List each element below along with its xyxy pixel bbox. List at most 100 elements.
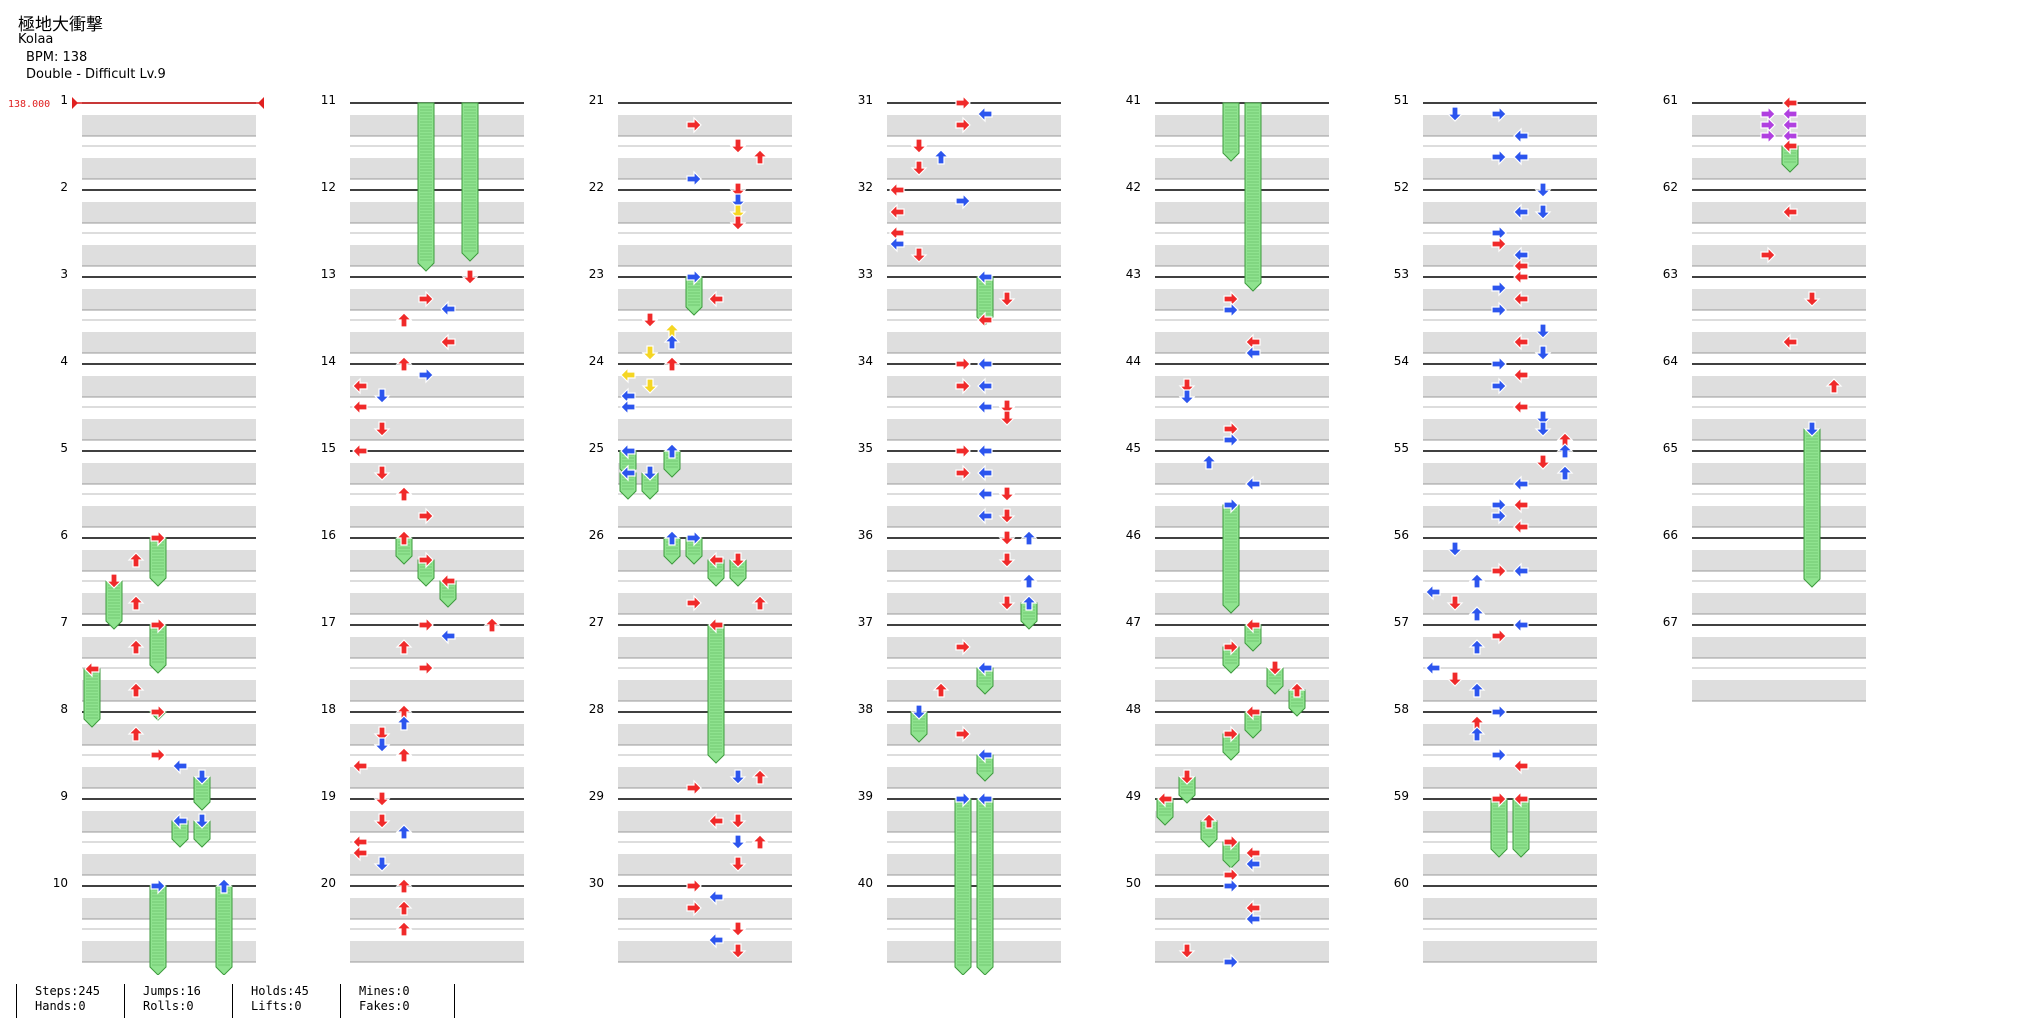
arrow-left-icon — [1782, 137, 1798, 155]
beat-stripe — [1423, 158, 1597, 179]
arrow-right-icon — [1491, 746, 1507, 764]
arrow-up-icon — [663, 530, 681, 546]
arrow-down-icon — [1178, 943, 1196, 959]
beat-stripe — [618, 854, 792, 875]
beat-stripe — [887, 550, 1061, 571]
arrow-right-icon — [1491, 627, 1507, 645]
measure-number: 36 — [858, 528, 873, 542]
arrow-left-icon — [889, 235, 905, 253]
measure-number: 30 — [589, 876, 604, 890]
measure-number: 56 — [1394, 528, 1409, 542]
hold-note-icon — [1222, 504, 1240, 614]
arrow-left-icon — [1513, 757, 1529, 775]
arrow-right-icon — [955, 192, 971, 210]
beat-stripe — [618, 941, 792, 962]
beat-stripe — [1155, 202, 1329, 223]
beat-stripe — [1423, 202, 1597, 223]
arrow-up-icon — [127, 552, 145, 568]
hold-note-icon — [83, 668, 101, 728]
arrow-left-icon — [1513, 268, 1529, 286]
beat-stripe — [1423, 898, 1597, 919]
bpm-marker-text: 138.000 — [8, 99, 50, 110]
arrow-up-icon — [663, 356, 681, 372]
measure-number: 23 — [589, 267, 604, 281]
arrow-down-icon — [998, 552, 1016, 568]
beat-stripe — [887, 680, 1061, 701]
hold-note-icon — [1512, 798, 1530, 858]
beat-stripe — [887, 767, 1061, 788]
arrow-right-icon — [150, 529, 166, 547]
arrow-up-icon — [127, 726, 145, 742]
arrow-up-icon — [395, 312, 413, 328]
arrow-down-icon — [193, 769, 211, 785]
arrow-left-icon — [1245, 616, 1261, 634]
arrow-down-icon — [910, 138, 928, 154]
beat-stripe — [618, 245, 792, 266]
measure-number: 4 — [60, 354, 68, 368]
arrow-up-icon — [932, 149, 950, 165]
arrow-up-icon — [1556, 443, 1574, 459]
beat-stripe — [350, 898, 524, 919]
arrow-down-icon — [373, 388, 391, 404]
arrow-down-icon — [1534, 182, 1552, 198]
arrow-left-icon — [708, 290, 724, 308]
arrow-right-icon — [1223, 877, 1239, 895]
beat-stripe — [887, 637, 1061, 658]
arrow-down-icon — [641, 345, 659, 361]
beat-stripe — [887, 854, 1061, 875]
measure-number: 51 — [1394, 93, 1409, 107]
hold-note-icon — [1490, 798, 1508, 858]
arrow-up-icon — [215, 878, 233, 894]
beat-stripe — [1155, 289, 1329, 310]
stats-col-1: Steps:245 Hands:0 — [16, 984, 100, 1018]
beat-stripe — [618, 419, 792, 440]
beat-stripe — [1423, 941, 1597, 962]
hold-note-icon — [1222, 102, 1240, 162]
arrow-right-icon — [150, 703, 166, 721]
beat-stripe — [82, 680, 256, 701]
beat-stripe — [350, 245, 524, 266]
arrow-right-icon — [418, 366, 434, 384]
beat-stripe — [1423, 115, 1597, 136]
arrow-right-icon — [1491, 703, 1507, 721]
arrow-down-icon — [729, 834, 747, 850]
beat-stripe — [82, 115, 256, 136]
arrow-left-icon — [440, 333, 456, 351]
arrow-right-icon — [1760, 246, 1776, 264]
beat-stripe — [82, 158, 256, 179]
arrow-down-icon — [998, 530, 1016, 546]
beat-stripe — [887, 202, 1061, 223]
hold-note-icon — [149, 885, 167, 975]
arrow-down-icon — [729, 215, 747, 231]
hold-note-icon — [663, 450, 681, 478]
arrow-up-icon — [395, 356, 413, 372]
arrow-left-icon — [1245, 910, 1261, 928]
beat-stripe — [618, 506, 792, 527]
beat-stripe — [618, 724, 792, 745]
beat-stripe — [82, 376, 256, 397]
beat-stripe — [887, 941, 1061, 962]
arrow-up-icon — [1468, 726, 1486, 742]
arrow-left-icon — [352, 442, 368, 460]
beat-stripe — [887, 419, 1061, 440]
arrow-down-icon — [373, 421, 391, 437]
beat-stripe — [1155, 376, 1329, 397]
hold-note-icon — [976, 754, 994, 782]
arrow-left-icon — [1513, 562, 1529, 580]
arrow-down-icon — [729, 856, 747, 872]
beat-stripe — [350, 202, 524, 223]
hold-note-icon — [729, 559, 747, 587]
stat-steps: Steps:245 — [35, 984, 101, 998]
arrow-left-icon — [1513, 203, 1529, 221]
arrow-down-icon — [998, 291, 1016, 307]
beat-stripe — [1692, 637, 1866, 658]
beat-stripe — [887, 724, 1061, 745]
bpm-display: BPM: 138 — [26, 50, 87, 65]
beat-stripe — [1692, 202, 1866, 223]
arrow-up-icon — [1468, 682, 1486, 698]
measure-number: 6 — [60, 528, 68, 542]
beat-stripe — [350, 811, 524, 832]
measure-number: 9 — [60, 789, 68, 803]
arrow-right-icon — [686, 116, 702, 134]
arrow-up-icon — [751, 595, 769, 611]
